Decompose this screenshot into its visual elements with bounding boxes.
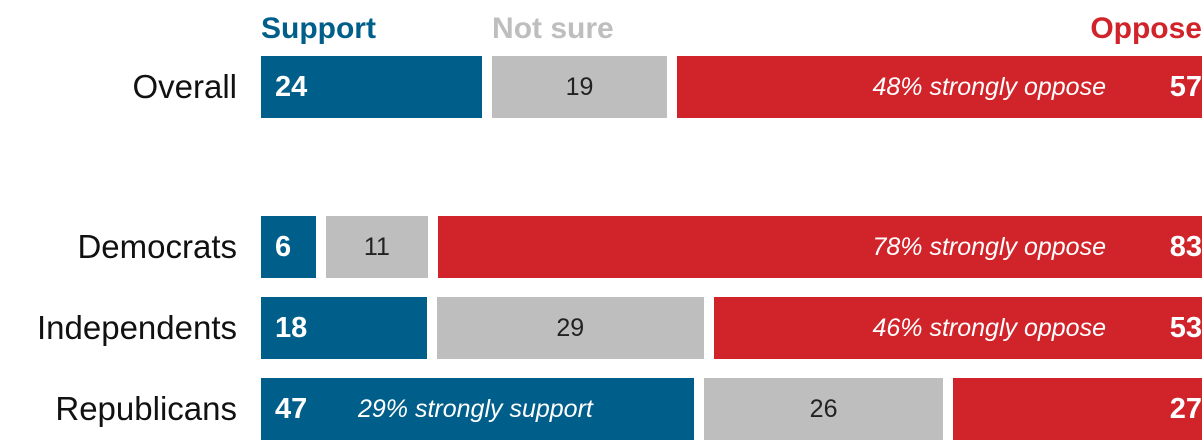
bar-overall-notsure: 19 <box>492 56 668 118</box>
annotation-overall: 48% strongly oppose <box>872 72 1106 101</box>
value-label-overall-oppose: 57 <box>1169 70 1202 103</box>
bar-republicans-support: 47 29% strongly support <box>261 378 694 440</box>
legend-support: Support <box>261 12 376 45</box>
value-label-independents-support: 18 <box>275 311 308 344</box>
row-label-republicans: Republicans <box>55 390 237 427</box>
value-label-democrats-oppose: 83 <box>1169 230 1202 263</box>
value-label-republicans-notsure: 26 <box>809 394 838 423</box>
row-label-democrats: Democrats <box>77 228 237 265</box>
bar-democrats-support: 6 <box>261 216 317 278</box>
row-label-independents: Independents <box>36 309 237 346</box>
bar-republicans-notsure: 26 <box>703 378 944 440</box>
bar-democrats-notsure: 11 <box>326 216 428 278</box>
annotation-independents: 46% strongly oppose <box>872 313 1106 342</box>
legend-not-sure: Not sure <box>492 12 614 45</box>
value-label-democrats-support: 6 <box>275 230 292 263</box>
legend-oppose: Oppose <box>1090 12 1202 45</box>
value-label-independents-notsure: 29 <box>556 313 585 342</box>
value-label-independents-oppose: 53 <box>1169 311 1202 344</box>
bar-independents-support: 18 <box>261 297 427 359</box>
bar-overall-oppose: 57 48% strongly oppose <box>677 56 1202 118</box>
value-label-democrats-notsure: 11 <box>363 232 390 261</box>
bar-independents-oppose: 53 46% strongly oppose <box>713 297 1202 359</box>
value-label-republicans-oppose: 27 <box>1169 392 1202 425</box>
value-label-republicans-support: 47 <box>275 392 308 425</box>
annotation-democrats: 78% strongly oppose <box>872 232 1106 261</box>
bar-democrats-oppose: 83 78% strongly oppose <box>437 216 1202 278</box>
row-label-overall: Overall <box>132 68 237 105</box>
value-label-overall-notsure: 19 <box>565 72 594 101</box>
value-label-overall-support: 24 <box>275 70 308 103</box>
bar-republicans-oppose: 27 <box>953 378 1202 440</box>
bar-independents-notsure: 29 <box>436 297 704 359</box>
annotation-republicans: 29% strongly support <box>358 394 593 423</box>
bar-overall-support: 24 <box>261 56 483 118</box>
